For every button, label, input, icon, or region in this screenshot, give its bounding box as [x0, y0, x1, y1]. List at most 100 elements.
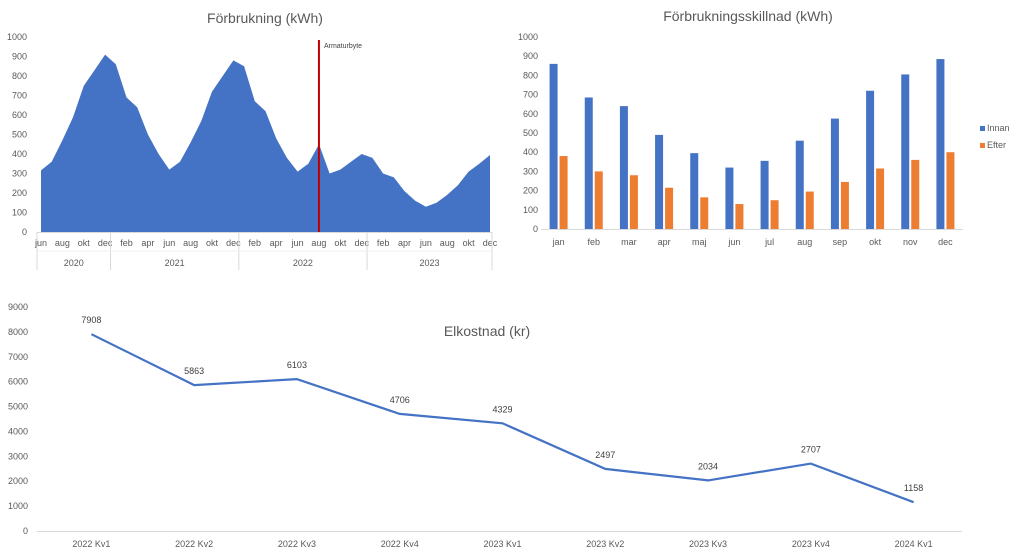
y-tick-label: 3000 — [8, 451, 28, 461]
y-tick-label: 200 — [12, 188, 27, 198]
consumption-area-chart: Förbrukning (kWh) 0 100 200 300 400 500 600 700… — [7, 10, 498, 270]
legend-label-efter: Efter — [987, 140, 1006, 150]
y-tick-label: 300 — [12, 169, 27, 179]
y-tick-label: 500 — [12, 130, 27, 140]
x-category-label: 2023 Kv4 — [792, 539, 830, 549]
electricity-cost-line-chart: Elkostnad (kr) 0 1000 2000 3000 4000 5000 6000… — [8, 302, 962, 549]
x-year-label: 2022 — [293, 258, 313, 268]
x-year-label: 2023 — [420, 258, 440, 268]
x-category-label: jun — [727, 237, 740, 247]
data-label: 4706 — [390, 395, 410, 405]
bar-innan-jul — [760, 160, 769, 229]
cost-line — [90, 333, 914, 504]
data-label: 2497 — [595, 450, 615, 460]
legend-swatch-innan — [980, 126, 985, 131]
data-label: 4329 — [492, 404, 512, 414]
data-label: 1158 — [904, 483, 923, 493]
x-category-label: nov — [903, 237, 918, 247]
y-tick-label: 1000 — [518, 32, 538, 42]
bar-efter-apr — [665, 187, 674, 229]
x-month-label: okt — [78, 238, 91, 248]
x-category-label: 2022 Kv1 — [72, 539, 110, 549]
consumption-area — [41, 54, 490, 232]
y-tick-label: 0 — [23, 526, 28, 536]
y-tick-label: 6000 — [8, 377, 28, 387]
bar-innan-aug — [795, 140, 804, 229]
legend-swatch-efter — [980, 143, 985, 148]
x-month-label: okt — [206, 238, 219, 248]
x-year-label: 2020 — [64, 258, 84, 268]
bar-efter-okt — [876, 168, 885, 229]
x-category-label: jul — [764, 237, 774, 247]
x-month-label: jun — [162, 238, 175, 248]
x-category-label: maj — [692, 237, 707, 247]
x-year-label: 2021 — [165, 258, 185, 268]
y-tick-label: 5000 — [8, 402, 28, 412]
bar-innan-jan — [549, 63, 558, 229]
x-month-label: jun — [419, 238, 432, 248]
x-month-label: dec — [98, 238, 113, 248]
bar-innan-dec — [936, 59, 945, 229]
x-category-label: 2022 Kv2 — [175, 539, 213, 549]
data-label: 7908 — [81, 315, 101, 325]
x-category-label: sep — [833, 237, 848, 247]
bar-innan-mar — [619, 106, 628, 229]
y-tick-label: 900 — [523, 51, 538, 61]
bar-efter-maj — [700, 197, 709, 229]
bar-efter-sep — [840, 181, 849, 229]
y-tick-label: 1000 — [7, 32, 27, 42]
y-tick-label: 0 — [22, 227, 27, 237]
x-month-label: feb — [120, 238, 133, 248]
y-tick-label: 9000 — [8, 302, 28, 312]
x-category-label: 2023 Kv3 — [689, 539, 727, 549]
y-tick-label: 600 — [523, 109, 538, 119]
bar-innan-feb — [584, 97, 593, 229]
difference-chart-title: Förbrukningsskillnad (kWh) — [663, 8, 833, 24]
y-tick-label: 200 — [523, 186, 538, 196]
x-month-label: dec — [354, 238, 369, 248]
x-month-label: okt — [463, 238, 476, 248]
x-month-label: okt — [334, 238, 347, 248]
y-tick-label: 0 — [533, 224, 538, 234]
y-tick-label: 300 — [523, 166, 538, 176]
bar-innan-jun — [725, 167, 734, 229]
x-month-label: apr — [270, 238, 283, 248]
y-tick-label: 100 — [523, 205, 538, 215]
bar-innan-sep — [830, 118, 839, 229]
bar-efter-aug — [805, 191, 814, 229]
annotation-label: Armaturbyte — [324, 43, 362, 50]
x-month-label: jun — [34, 238, 47, 248]
x-month-label: aug — [440, 238, 455, 248]
y-tick-label: 4000 — [8, 426, 28, 436]
x-month-label: apr — [141, 238, 154, 248]
cost-chart-title: Elkostnad (kr) — [444, 323, 530, 339]
bar-efter-jun — [735, 204, 744, 229]
bar-efter-mar — [629, 175, 638, 229]
y-tick-label: 800 — [523, 70, 538, 80]
x-category-label: okt — [869, 237, 882, 247]
x-category-label: aug — [797, 237, 812, 247]
bar-efter-jul — [770, 200, 779, 229]
consumption-chart-title: Förbrukning (kWh) — [207, 10, 323, 26]
x-category-label: mar — [621, 237, 637, 247]
data-label: 6103 — [287, 360, 307, 370]
y-tick-label: 700 — [12, 91, 27, 101]
y-tick-label: 400 — [12, 149, 27, 159]
bar-innan-maj — [690, 153, 699, 229]
x-month-label: aug — [55, 238, 70, 248]
data-label: 2707 — [801, 445, 821, 455]
bar-efter-jan — [559, 156, 568, 229]
x-month-label: feb — [249, 238, 262, 248]
y-tick-label: 700 — [523, 90, 538, 100]
bar-innan-apr — [655, 134, 664, 229]
bar-efter-feb — [594, 171, 603, 229]
x-month-label: dec — [483, 238, 498, 248]
y-tick-label: 400 — [523, 147, 538, 157]
y-tick-label: 8000 — [8, 327, 28, 337]
bar-innan-okt — [866, 90, 875, 229]
x-category-label: 2022 Kv4 — [381, 539, 419, 549]
x-month-label: aug — [311, 238, 326, 248]
data-label: 2034 — [698, 461, 718, 471]
y-tick-label: 7000 — [8, 352, 28, 362]
